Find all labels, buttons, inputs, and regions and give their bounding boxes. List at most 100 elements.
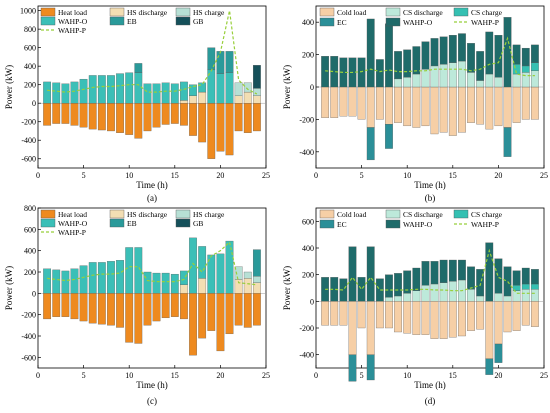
bar-cold-load-h9 (394, 301, 402, 333)
x-tick-label: 10 (125, 371, 133, 380)
bar-wahp-o-cool-h5 (357, 277, 366, 302)
bar-ec-h6 (366, 127, 375, 161)
legend-label: GB (193, 17, 203, 26)
bar-heat-load-h17 (189, 103, 197, 136)
bar-hs-charge-h22 (234, 266, 243, 280)
bar-heat-load-h12 (143, 103, 152, 132)
bar-cold-load-h21 (503, 301, 512, 333)
bar-wahp-o-h17 (189, 84, 197, 96)
bar-cs-discharge-h9 (394, 78, 402, 88)
bar-heat-load-h20 (216, 103, 225, 152)
y-tick-label: -200 (299, 115, 314, 124)
bar-heat-load-h6 (88, 103, 97, 130)
bar-cold-load-h4 (348, 301, 357, 355)
bar-cs-discharge-h23 (521, 289, 530, 302)
line-wahp-p (325, 248, 535, 294)
bar-cold-load-h3 (339, 301, 348, 326)
bar-hs-discharge-h22 (234, 95, 243, 104)
bar-heat-load-h11 (134, 103, 143, 139)
y-tick-label: 800 (24, 204, 36, 213)
legend-label: HS charge (193, 8, 225, 17)
bar-wahp-o-cool-h13 (430, 261, 439, 285)
y-tick-label: 0 (310, 83, 314, 92)
bar-cold-load-h15 (448, 86, 457, 136)
bar-hs-discharge-h23 (243, 91, 252, 104)
bar-wahp-o-cool-h22 (512, 44, 521, 65)
bar-cold-load-h8 (385, 86, 393, 125)
y-tick-label: -400 (299, 148, 314, 157)
bar-wahp-o-cool-h11 (412, 46, 421, 75)
bar-cold-load-h12 (421, 86, 430, 127)
legend-label: WAHP-P (58, 228, 86, 237)
bar-wahp-o-h12 (143, 271, 152, 294)
bar-heat-load-h12 (143, 293, 152, 326)
legend-label: HS discharge (127, 8, 168, 17)
bar-wahp-o-h18 (198, 246, 207, 279)
bar-cold-load-h14 (439, 86, 448, 133)
bar-wahp-o-cool-h9 (394, 273, 402, 297)
bar-wahp-o-cool-h11 (412, 267, 421, 291)
y-axis-label: Power (kW) (4, 65, 14, 109)
bar-cs-discharge-h20 (494, 293, 503, 302)
bar-cold-load-h4 (348, 86, 357, 117)
bar-cs-discharge-h22 (512, 73, 521, 88)
y-tick-label: 200 (24, 81, 36, 90)
bar-cold-load-h19 (485, 86, 494, 130)
x-tick-label: 0 (36, 171, 40, 180)
bar-cs-discharge-h12 (421, 69, 430, 88)
chart-panel-2: 0 5 10 15 20 25 -400 -200 0 200 400 Time (h) Power (… (282, 5, 548, 203)
bar-wahp-o-h13 (152, 272, 161, 294)
bar-wahp-o-cool-h23 (521, 267, 530, 285)
bar-cold-load-h22 (512, 301, 521, 331)
bar-wahp-o-h6 (88, 262, 97, 294)
bar-wahp-o-h6 (88, 75, 97, 104)
bar-cold-load-h5 (357, 301, 366, 329)
bar-eb-h11 (134, 63, 143, 73)
bar-ec-h6 (366, 354, 375, 381)
bar-cold-load-h3 (339, 86, 348, 117)
x-axis-label: Time (h) (136, 380, 167, 390)
bar-heat-load-h1 (43, 103, 52, 126)
bar-wahp-o-cool-h14 (439, 36, 448, 65)
bar-wahp-o-cool-h24 (530, 44, 539, 63)
bar-cs-discharge-h18 (476, 295, 485, 302)
bar-wahp-o-h8 (107, 75, 115, 104)
bar-cs-discharge-h16 (458, 60, 466, 88)
bar-wahp-o-h1 (43, 268, 52, 294)
y-tick-label: -200 (299, 324, 314, 333)
bar-cold-load-h8 (385, 301, 393, 329)
x-tick-label: 0 (36, 371, 40, 380)
bar-cold-load-h10 (403, 301, 412, 334)
legend-swatch-hs-discharge (109, 7, 125, 17)
y-axis-label: Power (kW) (4, 266, 14, 310)
bar-cs-discharge-h13 (430, 283, 439, 302)
bar-cs-discharge-h17 (467, 289, 475, 302)
x-tick-label: 25 (540, 171, 548, 180)
bar-cold-load-h19 (485, 301, 494, 359)
bar-wahp-o-cool-h15 (448, 35, 457, 63)
bar-wahp-o-h13 (152, 83, 161, 104)
bar-wahp-o-h19 (207, 254, 216, 294)
y-tick-label: -400 (299, 351, 314, 360)
bar-wahp-o-h20 (216, 73, 225, 104)
y-tick-label: 200 (24, 268, 36, 277)
bar-heat-load-h13 (152, 103, 161, 128)
legend-label: WAHP-O (403, 220, 433, 229)
y-tick-label: 1000 (20, 7, 36, 16)
bar-wahp-o-cool-h8 (385, 23, 393, 88)
bar-wahp-o-h11 (134, 72, 143, 104)
y-axis-label: Power (kW) (282, 65, 292, 109)
bar-cs-discharge-h10 (403, 77, 412, 88)
bar-cs-discharge-h14 (439, 64, 448, 88)
bar-cold-load-h14 (439, 301, 448, 339)
bar-cs-discharge-h15 (448, 62, 457, 88)
bar-wahp-o-cool-h3 (339, 278, 348, 302)
legend-label: EC (337, 18, 347, 27)
bar-heat-load-h9 (116, 103, 124, 133)
y-tick-label: -200 (21, 118, 36, 127)
bar-cold-load-h1 (321, 86, 330, 118)
bar-wahp-o-h11 (134, 247, 143, 294)
legend-label: HS charge (193, 210, 225, 219)
legend-label: CS discharge (403, 8, 443, 17)
legend-label: HS discharge (127, 210, 168, 219)
